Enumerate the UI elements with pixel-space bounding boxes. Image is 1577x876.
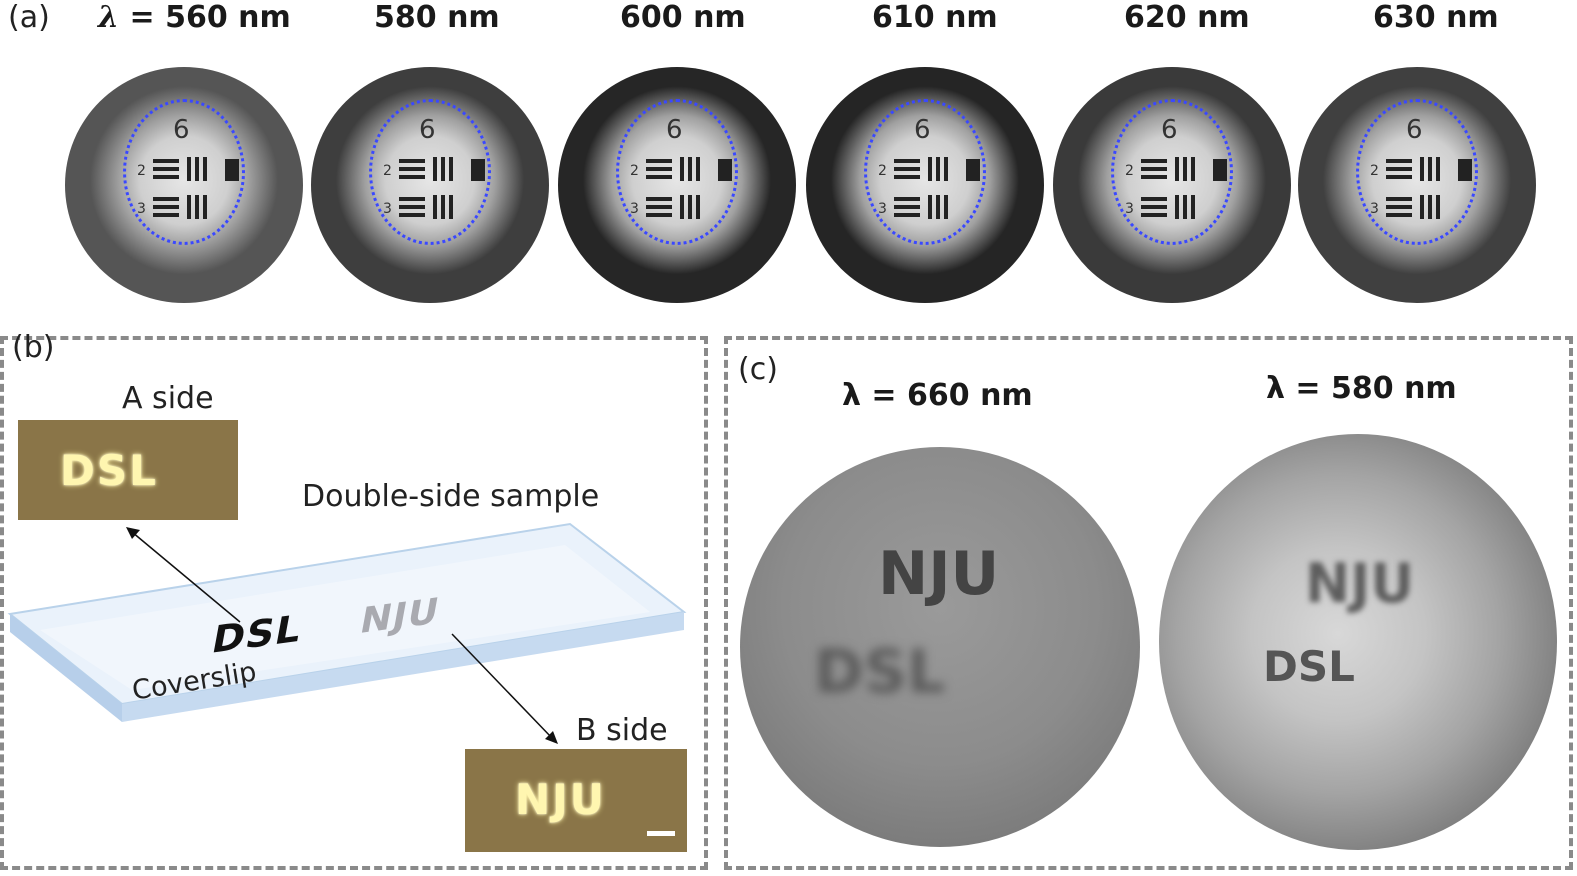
- field-of-view-dotted-circle: [1356, 99, 1478, 245]
- panel-a-wavelength-label-1: λ = 560 nm: [98, 0, 291, 35]
- coverslip-inner-face: [40, 545, 650, 690]
- coverslip-diagram: [7, 522, 687, 744]
- coverslip-front-edge: [10, 614, 122, 722]
- double-side-sample-label: Double-side sample: [302, 479, 600, 514]
- lambda-symbol: λ: [98, 0, 120, 35]
- panel-a-wavelength-label-3: 600 nm: [620, 0, 746, 35]
- b-side-label: B side: [576, 713, 668, 748]
- wavelength-value: 560 nm: [165, 0, 291, 35]
- arrow-to-a-side-head: [126, 527, 140, 539]
- scale-bar: [647, 831, 675, 836]
- panel-a-wavelength-label-2: 580 nm: [374, 0, 500, 35]
- a-side-photo: DSL: [18, 420, 238, 520]
- left-image-bottom-text: DSL: [814, 637, 946, 707]
- arrow-to-b-side-head: [545, 731, 558, 744]
- b-side-photo-text: NJU: [515, 775, 606, 824]
- field-of-view-dotted-circle: [123, 99, 245, 245]
- panel-a-wavelength-label-6: 630 nm: [1373, 0, 1499, 35]
- panel-b-letter: (b): [12, 330, 55, 365]
- a-side-label: A side: [122, 381, 214, 416]
- panel-c-right-image: NJU DSL: [1159, 434, 1557, 850]
- panel-c-left-wavelength: λ = 660 nm: [842, 378, 1033, 413]
- panel-a-wavelength-label-5: 620 nm: [1124, 0, 1250, 35]
- panel-c-right-wavelength: λ = 580 nm: [1266, 371, 1457, 406]
- coverslip-bottom-edge: [122, 612, 684, 722]
- arrow-to-b-side: [451, 633, 553, 739]
- b-side-photo: NJU: [465, 749, 687, 852]
- field-of-view-dotted-circle: [1111, 99, 1233, 245]
- panel-c-frame: [724, 336, 1573, 870]
- panel-c-left-image: NJU DSL: [740, 447, 1140, 847]
- equals-sign: =: [119, 0, 166, 35]
- right-image-top-text: NJU: [1305, 552, 1415, 615]
- field-of-view-dotted-circle: [369, 99, 491, 245]
- right-image-bottom-text: DSL: [1263, 642, 1355, 691]
- left-image-top-text: NJU: [878, 539, 1000, 609]
- panel-a-letter: (a): [8, 0, 50, 35]
- a-side-photo-text: DSL: [60, 446, 158, 495]
- arrow-to-a-side: [131, 531, 241, 623]
- panel-c-letter: (c): [738, 352, 778, 387]
- panel-b-frame: [0, 336, 708, 870]
- panel-a-wavelength-label-4: 610 nm: [872, 0, 998, 35]
- field-of-view-dotted-circle: [616, 99, 738, 245]
- field-of-view-dotted-circle: [864, 99, 986, 245]
